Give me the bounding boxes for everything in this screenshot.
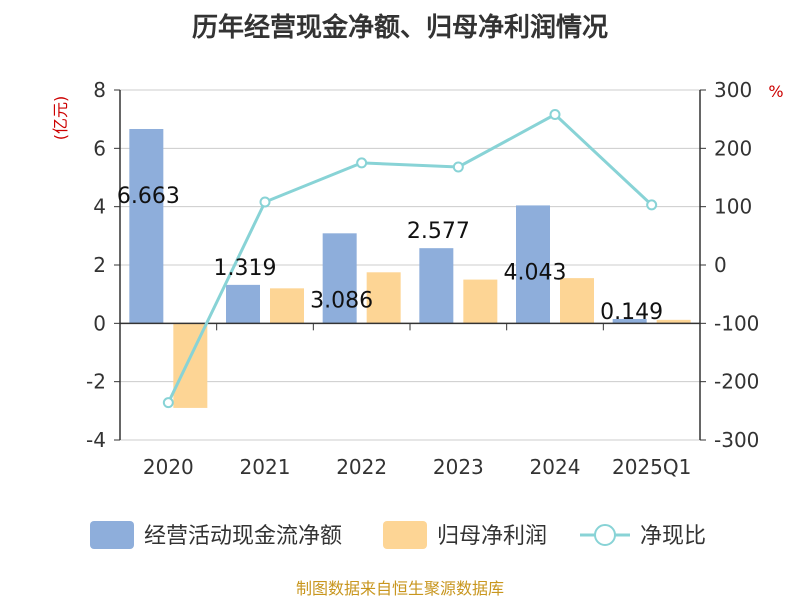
cashflow-bar bbox=[129, 128, 164, 324]
legend-label-cashflow: 经营活动现金流净额 bbox=[144, 524, 342, 549]
legend-label-profit: 归母净利润 bbox=[437, 524, 547, 549]
category-label: 2020 bbox=[143, 455, 194, 479]
ratio-point bbox=[646, 199, 658, 211]
left-tick-label: 2 bbox=[93, 253, 106, 277]
left-axis-unit: (亿元) bbox=[51, 96, 70, 141]
ratio-point bbox=[356, 157, 368, 169]
net-profit-bar bbox=[656, 319, 691, 324]
category-label: 2024 bbox=[530, 455, 581, 479]
cashflow-value-label: 0.149 bbox=[600, 300, 663, 325]
right-tick-label: 300 bbox=[714, 78, 752, 102]
cashflow-value-label: 2.577 bbox=[407, 219, 470, 244]
left-tick-label: -2 bbox=[86, 370, 106, 394]
right-tick-label: 0 bbox=[714, 253, 727, 277]
ratio-point bbox=[162, 397, 174, 409]
legend-swatch-ratio-point bbox=[594, 524, 616, 546]
category-label: 2021 bbox=[240, 455, 291, 479]
ratio-line bbox=[162, 109, 658, 409]
right-tick-label: -300 bbox=[714, 428, 759, 452]
right-tick-label: 200 bbox=[714, 136, 752, 160]
data-labels: 6.663 1.319 3.086 2.577 4.043 0.149 bbox=[117, 184, 663, 325]
cashflow-value-label: 6.663 bbox=[117, 184, 180, 209]
left-tick-label: 8 bbox=[93, 78, 106, 102]
cashflow-bar bbox=[419, 248, 454, 324]
category-label: 2025Q1 bbox=[612, 455, 691, 479]
left-tick-label: 0 bbox=[93, 311, 106, 335]
legend-swatch-cashflow bbox=[90, 521, 134, 549]
cashflow-bar bbox=[516, 205, 550, 324]
legend: 经营活动现金流净额 归母净利润 净现比 bbox=[90, 521, 706, 549]
left-tick-label: -4 bbox=[86, 428, 106, 452]
net-profit-bar bbox=[270, 288, 304, 324]
right-tick-label: 100 bbox=[714, 195, 752, 219]
chart-title: 历年经营现金净额、归母净利润情况 bbox=[192, 12, 608, 43]
net-profit-bar bbox=[173, 323, 208, 408]
bars bbox=[129, 128, 691, 408]
ratio-line-path bbox=[166, 112, 653, 404]
axes: -4 -2 0 2 4 6 8 -300 -200 -100 0 100 200 300 2020 2021 2… bbox=[86, 78, 759, 479]
legend-swatch-profit bbox=[383, 521, 427, 549]
category-label: 2023 bbox=[433, 455, 484, 479]
net-profit-bar bbox=[560, 278, 594, 324]
right-tick-label: -100 bbox=[714, 311, 759, 335]
cashflow-value-label: 4.043 bbox=[504, 260, 567, 285]
left-tick-label: 4 bbox=[93, 195, 106, 219]
ratio-point bbox=[259, 196, 271, 208]
cashflow-bar bbox=[322, 233, 357, 324]
legend-label-ratio: 净现比 bbox=[640, 524, 706, 549]
net-profit-bar bbox=[366, 272, 401, 324]
cashflow-bar bbox=[226, 284, 260, 324]
ratio-point bbox=[452, 161, 464, 173]
right-axis-unit: % bbox=[768, 82, 783, 101]
source-note: 制图数据来自恒生聚源数据库 bbox=[296, 579, 504, 598]
cashflow-value-label: 3.086 bbox=[310, 288, 373, 313]
category-label: 2022 bbox=[336, 455, 387, 479]
right-tick-label: -200 bbox=[714, 370, 759, 394]
cashflow-value-label: 1.319 bbox=[214, 256, 277, 281]
left-tick-label: 6 bbox=[93, 136, 106, 160]
net-profit-bar bbox=[463, 279, 498, 324]
cashflow-bar bbox=[612, 318, 647, 324]
ratio-point bbox=[549, 109, 561, 120]
